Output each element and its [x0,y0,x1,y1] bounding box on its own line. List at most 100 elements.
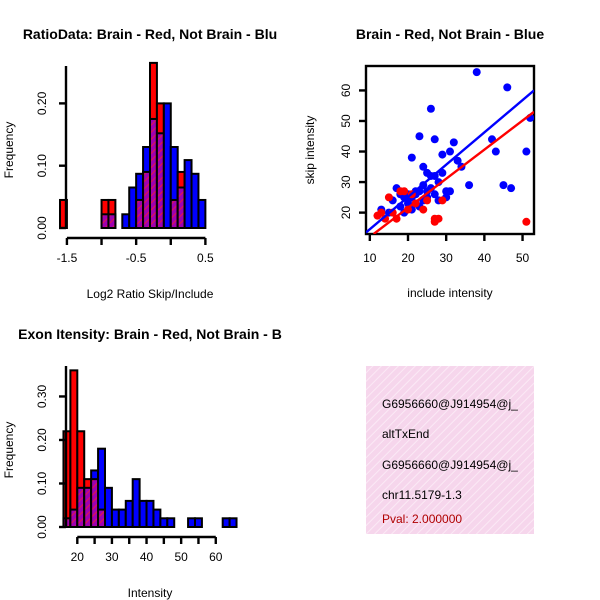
scatter-x-tick-label: 30 [440,251,454,265]
info-panel: G6956660@J914954@j_ altTxEnd G6956660@J9… [366,366,534,534]
exon-bar [194,517,203,529]
scatter-point-not-brain [446,187,454,196]
scatter-point-brain [438,196,447,205]
exon-overlap-bar [97,508,106,529]
scatter-point-brain [522,217,531,226]
scatter-point-not-brain [438,150,447,159]
scatter-x-tick-label: 40 [478,251,492,265]
scatter-point-brain [419,205,428,214]
exon-y-tick-label: 0.30 [35,384,49,408]
exon-bar [152,508,162,529]
ratio-y-tick-label: 0.20 [35,91,49,115]
ratio-x-tick-label: 0.5 [197,251,214,265]
info-event-type: altTxEnd [382,427,429,441]
scatter-point-not-brain [430,135,439,144]
scatter-point-not-brain [407,153,416,162]
scatter-point-brain [400,187,409,196]
scatter-point-brain [384,193,393,202]
ratio-bar [162,102,172,229]
exon-x-tick-label: 20 [71,550,85,564]
exon-bar [166,517,176,529]
exon-bar [117,508,127,529]
scatter-plot-box [364,64,536,236]
ratio-histogram-xlabel: Log2 Ratio Skip/Include [87,287,214,301]
exon-overlap-bar [69,508,79,529]
scatter-point-not-brain [415,132,424,141]
scatter-point-not-brain [426,104,435,113]
scatter-point-not-brain [449,138,458,147]
exon-bar [138,499,148,529]
exon-y-tick-label: 0.00 [35,515,49,539]
exon-intensity-histogram: Exon Itensity: Brain - Red, Not Brain - … [2,326,282,600]
ratio-overlap-bar [135,198,145,229]
info-location: chr11.5179-1.3 [382,488,462,502]
ratio-bar [190,172,200,230]
scatter-x-tick-label: 20 [401,251,415,265]
scatter-x-tick-label: 50 [516,251,530,265]
exon-bar [69,369,79,528]
exon-x-tick-label: 40 [140,550,154,564]
ratio-bar [128,186,138,229]
ratio-histogram: RatioData: Brain - Red, Not Brain - Blu … [2,26,277,301]
scatter-y-tick-label: 20 [339,206,353,220]
ratio-overlap-bar [100,213,110,230]
scatter-point-brain [434,214,443,223]
ratio-overlap-bar [107,213,117,230]
ratio-bar [183,159,193,229]
ratio-x-tick-label: -0.5 [126,251,147,265]
ratio-x-tick-label: -1.5 [57,251,78,265]
scatter-y-tick-label: 40 [339,145,353,159]
scatter-point-not-brain [472,68,481,77]
exon-x-tick-label: 50 [174,550,188,564]
scatter-title: Brain - Red, Not Brain - Blue [356,26,544,42]
exon-bar [110,508,120,529]
ratio-overlap-bar [155,132,165,230]
exon-x-tick-label: 60 [209,550,223,564]
scatter-point-not-brain [503,83,512,92]
info-gene-id-2: G6956660@J914954@j_ [382,458,518,472]
ratio-histogram-title: RatioData: Brain - Red, Not Brain - Blu [23,26,277,42]
scatter-point-not-brain [507,184,516,193]
info-pval: Pval: 2.000000 [382,512,462,526]
scatter-x-tick-label: 10 [363,251,377,265]
exon-y-tick-label: 0.20 [35,428,49,452]
exon-bar [187,517,196,529]
fit-line-brain [372,110,534,234]
scatter-point-not-brain [522,147,531,156]
scatter-point-not-brain [446,147,454,156]
scatter-y-tick-label: 50 [339,114,353,128]
exon-bar [221,517,231,529]
exon-histogram-title: Exon Itensity: Brain - Red, Not Brain - … [18,326,282,342]
scatter-xlabel: include intensity [407,286,492,300]
exon-bar [104,486,113,528]
scatter-point-not-brain [430,190,439,199]
fit-line-not-brain [366,89,534,234]
scatter-point-not-brain [465,181,474,190]
ratio-overlap-bar [169,198,179,229]
exon-bar [145,499,155,529]
exon-bar [131,478,141,528]
scatter-y-tick-label: 30 [339,175,353,189]
exon-overlap-bar [83,486,93,528]
ratio-bar [121,213,131,230]
ratio-histogram-ylabel: Frequency [2,122,16,179]
scatter-point-not-brain [499,181,508,190]
scatter-point-not-brain [453,156,462,165]
ratio-y-tick-label: 0.10 [35,154,49,178]
info-panel-background [366,366,534,534]
exon-bar [228,517,238,529]
scatter-y-tick-label: 60 [339,83,353,97]
scatter-point-not-brain [419,162,428,171]
intensity-scatter: Brain - Red, Not Brain - Blue 10 20 30 40 50… [303,26,544,300]
scatter-point-brain [377,208,386,217]
exon-bar [124,499,134,529]
ratio-overlap-bar [176,186,186,229]
exon-x-tick-label: 30 [105,550,119,564]
scatter-ylabel: skip intensity [303,116,317,185]
exon-histogram-ylabel: Frequency [2,422,16,479]
ratio-overlap-bar [149,117,158,229]
info-gene-id: G6956660@J914954@j_ [382,397,518,411]
ratio-bar [197,198,207,229]
ratio-overlap-bar [142,170,151,230]
